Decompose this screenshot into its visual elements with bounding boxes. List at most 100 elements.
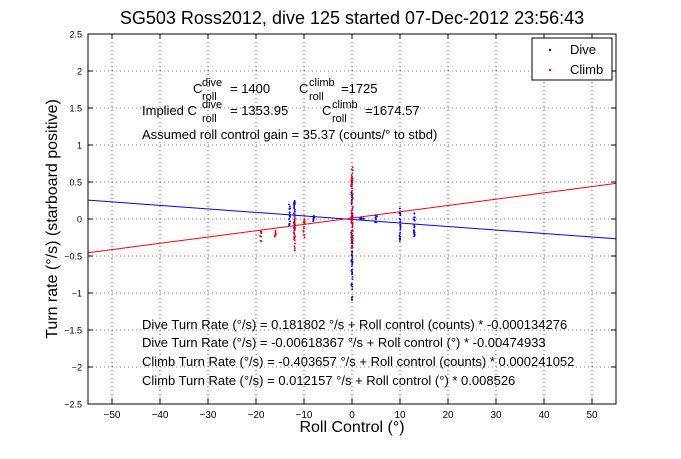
- data-point-dive: [350, 253, 353, 256]
- y-axis-ticks: −2.5 −2 −1.5 −1 −0.5 0 0.5 1 1.5 2 2.5: [64, 30, 616, 410]
- data-point-dive: [399, 237, 402, 240]
- data-point-climb: [260, 231, 262, 234]
- data-point-dive: [312, 219, 315, 222]
- x-tick-label: 0: [349, 410, 355, 421]
- data-point-dive: [350, 269, 353, 271]
- data-point-dive: [293, 210, 296, 213]
- data-point-climb: [293, 239, 296, 242]
- data-point-climb: [350, 217, 352, 219]
- data-point-climb: [294, 249, 296, 252]
- data-point-dive: [351, 261, 354, 264]
- data-point-dive: [360, 217, 362, 220]
- data-point-climb: [350, 193, 353, 196]
- data-point-climb: [351, 197, 354, 200]
- data-point-climb: [350, 209, 353, 212]
- data-point-dive: [294, 209, 296, 211]
- data-point-climb: [350, 196, 353, 199]
- data-point-dive: [289, 220, 291, 223]
- data-point-climb: [274, 234, 277, 236]
- data-point-dive: [399, 228, 402, 231]
- x-tick-label: 30: [490, 410, 502, 421]
- data-point-climb: [273, 235, 276, 237]
- data-point-climb: [302, 230, 305, 232]
- data-point-dive: [351, 276, 354, 278]
- data-point-climb: [350, 238, 353, 241]
- legend-marker-dive: [548, 48, 552, 52]
- data-point-climb: [351, 166, 354, 169]
- roll-gain-note: Assumed roll control gain = 35.37 (count…: [142, 127, 437, 142]
- legend-label-dive: Dive: [570, 42, 596, 57]
- data-point-climb: [293, 235, 296, 238]
- implied-c-roll-dive: Implied C: [142, 103, 197, 118]
- c-roll-dive: C: [193, 81, 202, 96]
- data-point-dive: [289, 207, 291, 210]
- y-axis-label: Turn rate (°/s) (starboard positive): [44, 99, 61, 339]
- data-point-dive: [413, 219, 416, 222]
- data-point-climb: [351, 206, 354, 208]
- x-tick-label: −40: [152, 410, 169, 421]
- data-point-climb: [293, 222, 296, 225]
- x-tick-label: −30: [200, 410, 217, 421]
- c-roll-climb: C: [299, 81, 308, 96]
- fit-equation-climb-degrees: Climb Turn Rate (°/s) = 0.012157 °/s + R…: [142, 373, 515, 388]
- x-tick-label: −10: [296, 410, 313, 421]
- data-point-dive: [413, 225, 416, 228]
- data-point-dive: [351, 254, 353, 257]
- data-point-climb: [351, 216, 354, 219]
- y-tick-label: −2: [72, 363, 82, 373]
- data-point-dive: [350, 265, 353, 268]
- data-point-dive: [293, 204, 296, 207]
- data-point-dive: [312, 214, 315, 217]
- data-point-climb: [351, 207, 354, 210]
- c-roll-climb-sup: climb: [309, 77, 335, 89]
- data-point-climb: [351, 236, 354, 239]
- data-point-dive: [376, 215, 379, 218]
- data-point-climb: [351, 226, 354, 229]
- data-point-dive: [288, 213, 291, 216]
- x-axis-ticks: −50 −40 −30 −20 −10 0 10 20 30 40 50: [104, 34, 598, 421]
- implied-climb-value: =1674.57: [365, 103, 420, 118]
- legend: Dive Climb: [531, 37, 613, 81]
- data-point-dive: [360, 216, 363, 219]
- c-roll-annotation: C dive roll = 1400 C climb roll =1725 Im…: [142, 77, 437, 142]
- implied-dive-value: = 1353.95: [230, 103, 288, 118]
- data-point-dive: [351, 225, 354, 227]
- data-point-dive: [288, 222, 291, 225]
- data-point-dive: [293, 199, 296, 202]
- data-point-dive: [350, 298, 353, 301]
- data-point-climb: [303, 236, 306, 239]
- data-point-climb: [350, 215, 353, 218]
- data-point-dive: [399, 225, 402, 228]
- data-point-climb: [293, 220, 296, 222]
- data-point-dive: [289, 216, 291, 218]
- data-point-dive: [293, 201, 296, 204]
- data-point-climb: [351, 223, 354, 226]
- data-point-climb: [303, 225, 305, 228]
- data-point-climb: [293, 231, 295, 234]
- data-point-dive: [398, 217, 401, 220]
- data-point-dive: [350, 199, 353, 202]
- y-tick-label: −0.5: [64, 252, 82, 262]
- data-point-climb: [351, 246, 354, 248]
- data-point-dive: [413, 216, 416, 219]
- data-point-dive: [399, 214, 402, 217]
- data-point-climb: [293, 215, 296, 218]
- data-point-dive: [312, 216, 315, 219]
- y-tick-label: −2.5: [64, 400, 82, 410]
- data-point-climb: [351, 187, 353, 190]
- data-point-dive: [413, 233, 415, 235]
- data-point-climb: [303, 227, 305, 230]
- data-point-climb: [350, 222, 353, 225]
- c-roll-dive-sup: dive: [202, 77, 222, 89]
- data-point-climb: [292, 227, 295, 230]
- data-point-dive: [351, 263, 354, 266]
- fit-equation-climb-counts: Climb Turn Rate (°/s) = -0.403657 °/s + …: [142, 354, 574, 369]
- data-point-dive: [288, 203, 290, 206]
- data-point-climb: [259, 235, 261, 237]
- data-point-climb: [292, 226, 295, 229]
- data-point-climb: [303, 233, 306, 236]
- data-point-climb: [303, 215, 306, 217]
- data-point-climb: [350, 174, 353, 177]
- y-tick-label: 0: [77, 215, 82, 225]
